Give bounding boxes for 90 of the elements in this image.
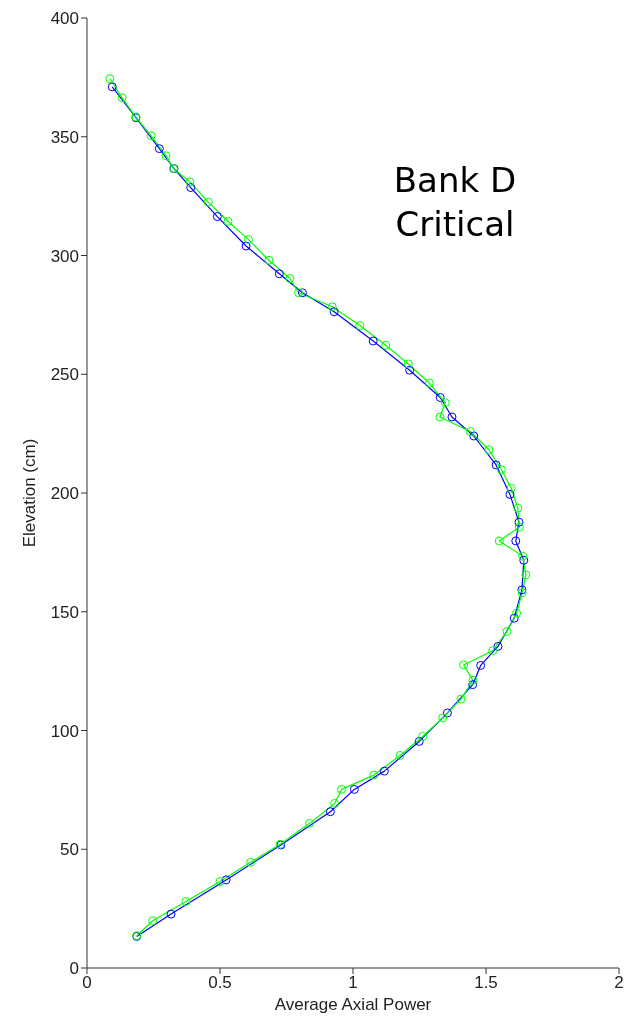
point <box>518 551 528 561</box>
point <box>293 288 303 298</box>
point <box>148 916 158 926</box>
point <box>285 274 295 284</box>
point <box>186 183 196 193</box>
point <box>511 536 521 546</box>
point <box>203 197 213 207</box>
y-tick-label: 250 <box>50 365 79 385</box>
point <box>215 877 225 887</box>
point <box>465 426 475 436</box>
point <box>223 216 233 226</box>
point <box>440 398 450 408</box>
point <box>181 897 191 906</box>
point <box>243 235 253 245</box>
y-tick-label: 50 <box>60 840 79 860</box>
point <box>246 857 256 867</box>
point <box>456 694 466 704</box>
point <box>424 378 434 388</box>
point <box>241 241 251 251</box>
point <box>506 483 516 493</box>
point <box>297 288 307 298</box>
point <box>107 82 117 92</box>
point <box>519 555 529 565</box>
point <box>221 875 231 885</box>
point <box>468 675 478 685</box>
point <box>349 784 359 794</box>
point <box>502 626 512 636</box>
point <box>505 489 515 499</box>
x-tick-label: 0 <box>82 973 92 993</box>
x-tick-label: 1 <box>348 973 358 993</box>
annotation: Bank D Critical <box>392 159 518 246</box>
point <box>496 465 506 475</box>
x-axis-title: Average Axial Power <box>274 995 432 1014</box>
point <box>161 151 171 161</box>
point <box>368 336 378 346</box>
y-tick-label: 400 <box>50 9 79 29</box>
point <box>521 570 531 580</box>
point <box>185 177 195 187</box>
point <box>442 708 452 718</box>
point <box>264 255 274 265</box>
point <box>512 608 522 618</box>
point <box>468 680 478 690</box>
point <box>305 818 315 828</box>
point <box>509 613 519 623</box>
point <box>117 93 127 103</box>
point <box>330 798 340 808</box>
point <box>379 766 389 776</box>
point <box>484 445 494 455</box>
point <box>447 412 457 422</box>
point <box>395 750 405 760</box>
y-tick-label: 0 <box>69 959 79 979</box>
point <box>494 536 504 546</box>
y-tick-label: 350 <box>50 127 79 147</box>
point <box>438 713 448 723</box>
y-axis-title: Elevation (cm) <box>20 438 40 548</box>
point <box>146 131 156 141</box>
point <box>459 660 469 670</box>
point <box>514 517 524 527</box>
y-tick-label: 150 <box>50 602 79 622</box>
point <box>154 144 164 154</box>
x-tick-label: 0.5 <box>208 973 232 993</box>
point <box>355 321 365 331</box>
point <box>337 784 347 794</box>
point <box>403 359 413 369</box>
x-tick-label: 2 <box>614 973 624 993</box>
point <box>435 393 445 403</box>
point <box>493 641 503 651</box>
point <box>369 770 379 780</box>
point <box>381 340 391 350</box>
point <box>212 212 222 222</box>
point <box>327 302 337 312</box>
point <box>405 365 415 375</box>
point <box>491 460 501 470</box>
point <box>469 431 479 441</box>
x-tick-label: 1.5 <box>474 973 498 993</box>
point <box>325 807 335 817</box>
point <box>274 269 284 279</box>
y-tick-label: 200 <box>50 484 79 504</box>
point <box>476 660 486 670</box>
point <box>418 731 428 741</box>
point <box>514 522 524 532</box>
point <box>513 503 523 513</box>
point <box>414 736 424 746</box>
point <box>435 412 445 422</box>
y-tick-label: 300 <box>50 246 79 266</box>
y-tick-label: 100 <box>50 721 79 741</box>
point <box>105 74 115 84</box>
point <box>166 909 176 919</box>
point <box>329 307 339 317</box>
point <box>488 646 498 656</box>
